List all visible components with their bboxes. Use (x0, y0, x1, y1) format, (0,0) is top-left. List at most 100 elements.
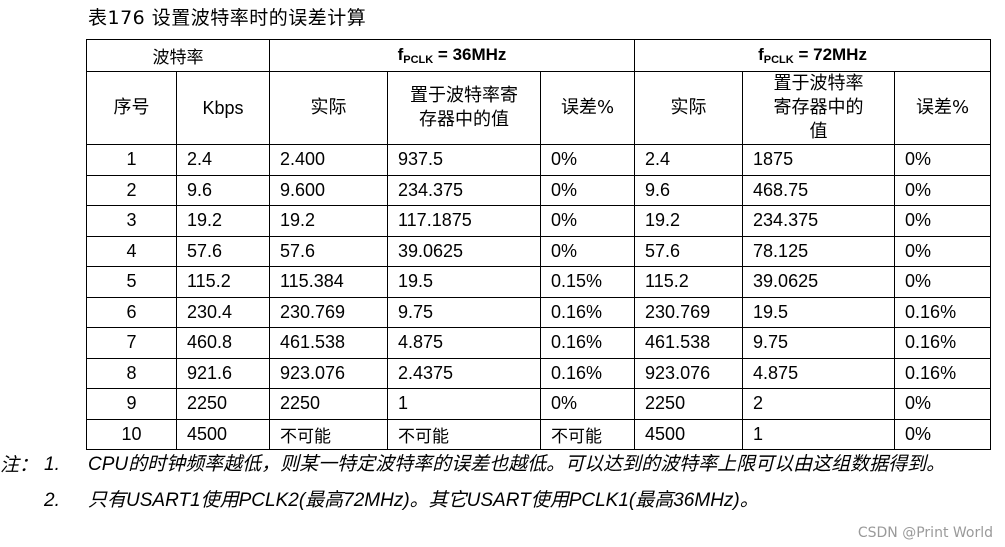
cell-actual-36: 230.769 (269, 296, 388, 328)
cell-register-36: 19.5 (387, 266, 541, 298)
cell-register-72: 78.125 (742, 235, 896, 267)
cell-error-72: 0% (894, 235, 992, 267)
cell-kbps: 57.6 (176, 235, 270, 267)
header-index: 序号 (86, 71, 177, 145)
notes-label: 注： (0, 454, 39, 476)
cell-actual-72: 461.538 (634, 327, 744, 359)
cell-register-72: 2 (742, 388, 896, 420)
note-text: 只有USART1使用PCLK2(最高72MHz)。其它USART使用PCLK1(… (88, 490, 759, 511)
cell-index: 1 (86, 144, 177, 176)
cell-register-36: 9.75 (387, 296, 541, 328)
cell-register-36: 39.0625 (387, 235, 541, 267)
cell-actual-36: 923.076 (269, 357, 388, 389)
cell-kbps: 9.6 (176, 174, 270, 206)
header-actual-72: 实际 (634, 71, 744, 145)
cell-kbps: 2250 (176, 388, 270, 420)
note-text: CPU的时钟频率越低，则某一特定波特率的误差也越低。可以达到的波特率上限可以由这… (88, 454, 946, 475)
cell-error-72: 0% (894, 144, 992, 176)
cell-error-72: 0% (894, 174, 992, 206)
cell-actual-72: 4500 (634, 418, 744, 450)
cell-actual-36: 115.384 (269, 266, 388, 298)
header-kbps: Kbps (176, 71, 270, 145)
cell-index: 4 (86, 235, 177, 267)
cell-error-72: 0% (894, 205, 992, 237)
cell-register-72: 468.75 (742, 174, 896, 206)
table-row: 8 921.6 923.076 2.4375 0.16% 923.076 4.875 0.16… (86, 357, 992, 389)
cell-register-36: 4.875 (387, 327, 541, 359)
cell-error-36: 不可能 (539, 418, 636, 450)
cell-register-72: 4.875 (742, 357, 896, 389)
table-row: 7 460.8 461.538 4.875 0.16% 461.538 9.75 0.16% (86, 327, 992, 359)
cell-kbps: 19.2 (176, 205, 270, 237)
cell-actual-36: 2250 (269, 388, 388, 420)
cell-register-72: 9.75 (742, 327, 896, 359)
cell-index: 5 (86, 266, 177, 298)
header-register-36: 置于波特率寄存器中的值 (387, 71, 541, 145)
table-row: 4 57.6 57.6 39.0625 0% 57.6 78.125 0% (86, 235, 992, 267)
table-row: 6 230.4 230.769 9.75 0.16% 230.769 19.5 0.16% (86, 296, 992, 328)
watermark: CSDN @Print World (857, 525, 993, 541)
cell-error-72: 0% (894, 388, 992, 420)
cell-error-36: 0% (539, 205, 636, 237)
notes-section: 注： 1. CPU的时钟频率越低，则某一特定波特率的误差也越低。可以达到的波特率… (0, 450, 1005, 516)
table-row: 9 2250 2250 1 0% 2250 2 0% (86, 388, 992, 420)
cell-index: 2 (86, 174, 177, 206)
cell-index: 8 (86, 357, 177, 389)
table-row: 3 19.2 19.2 117.1875 0% 19.2 234.375 0% (86, 205, 992, 237)
cell-error-72: 0.16% (894, 296, 992, 328)
cell-actual-72: 19.2 (634, 205, 744, 237)
header-error-72: 误差% (894, 71, 992, 145)
cell-error-36: 0% (539, 144, 636, 176)
cell-kbps: 230.4 (176, 296, 270, 328)
cell-register-36: 117.1875 (387, 205, 541, 237)
cell-register-36: 2.4375 (387, 357, 541, 389)
table-row: 10 4500 不可能 不可能 不可能 4500 1 0% (86, 418, 992, 450)
cell-kbps: 2.4 (176, 144, 270, 176)
cell-actual-72: 2.4 (634, 144, 744, 176)
cell-register-72: 1 (742, 418, 896, 450)
note-number: 1. (44, 454, 60, 475)
header-row-2: 序号 Kbps 实际 置于波特率寄存器中的值 误差% 实际 置于波特率寄存器中的… (86, 71, 992, 145)
cell-kbps: 115.2 (176, 266, 270, 298)
cell-index: 7 (86, 327, 177, 359)
cell-actual-36: 19.2 (269, 205, 388, 237)
table-row: 5 115.2 115.384 19.5 0.15% 115.2 39.0625 0% (86, 266, 992, 298)
cell-register-72: 234.375 (742, 205, 896, 237)
cell-kbps: 460.8 (176, 327, 270, 359)
cell-register-72: 1875 (742, 144, 896, 176)
cell-actual-72: 2250 (634, 388, 744, 420)
cell-register-36: 234.375 (387, 174, 541, 206)
cell-error-36: 0.16% (539, 357, 636, 389)
header-freq-72: fPCLK = 72MHz (634, 39, 992, 72)
cell-kbps: 4500 (176, 418, 270, 450)
cell-actual-72: 115.2 (634, 266, 744, 298)
cell-register-72: 19.5 (742, 296, 896, 328)
cell-register-72: 39.0625 (742, 266, 896, 298)
cell-error-36: 0.15% (539, 266, 636, 298)
table-caption: 表176 设置波特率时的误差计算 (88, 7, 367, 29)
table-row: 2 9.6 9.600 234.375 0% 9.6 468.75 0% (86, 174, 992, 206)
cell-error-36: 0.16% (539, 327, 636, 359)
cell-kbps: 921.6 (176, 357, 270, 389)
cell-register-36: 937.5 (387, 144, 541, 176)
cell-error-72: 0.16% (894, 327, 992, 359)
header-row-1: 波特率 fPCLK = 36MHz fPCLK = 72MHz (86, 39, 992, 72)
cell-actual-36: 不可能 (269, 418, 388, 450)
cell-index: 6 (86, 296, 177, 328)
cell-error-72: 0.16% (894, 357, 992, 389)
cell-actual-36: 57.6 (269, 235, 388, 267)
cell-actual-36: 2.400 (269, 144, 388, 176)
header-actual-36: 实际 (269, 71, 388, 145)
cell-index: 9 (86, 388, 177, 420)
cell-register-36: 1 (387, 388, 541, 420)
cell-error-72: 0% (894, 266, 992, 298)
header-freq-36: fPCLK = 36MHz (268, 39, 636, 72)
table-row: 1 2.4 2.400 937.5 0% 2.4 1875 0% (86, 144, 992, 176)
note-item-1: 注： 1. CPU的时钟频率越低，则某一特定波特率的误差也越低。可以达到的波特率… (0, 450, 1005, 480)
header-baud-group: 波特率 (86, 39, 270, 72)
cell-error-36: 0% (539, 388, 636, 420)
cell-actual-72: 9.6 (634, 174, 744, 206)
cell-register-36: 不可能 (387, 418, 541, 450)
header-register-72: 置于波特率寄存器中的值 (742, 71, 896, 145)
cell-actual-72: 230.769 (634, 296, 744, 328)
